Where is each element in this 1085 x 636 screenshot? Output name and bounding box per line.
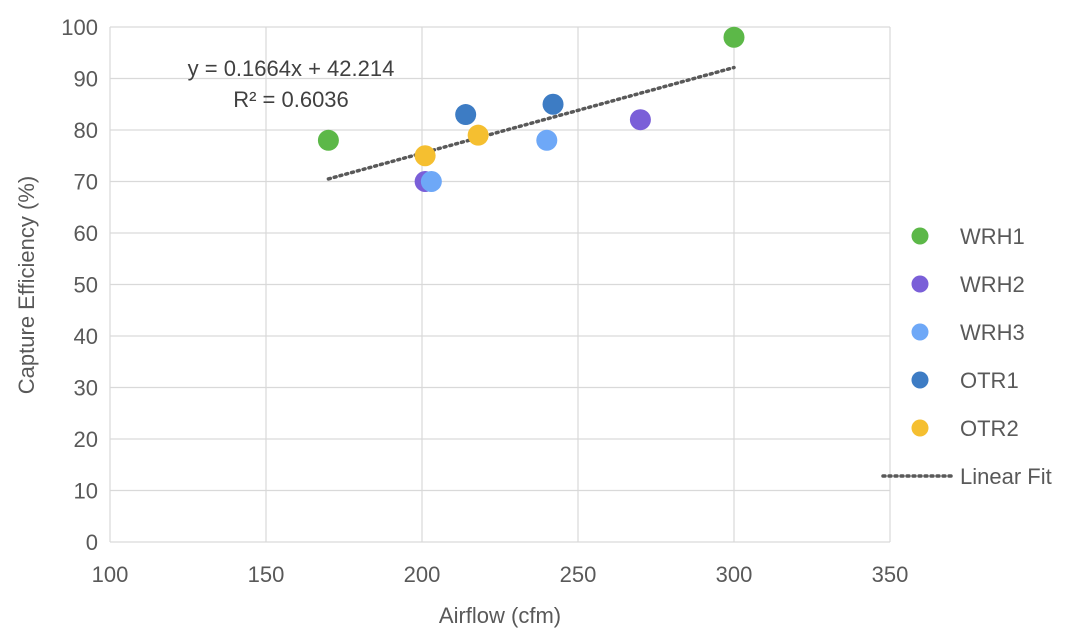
trendline-layer [326, 65, 736, 181]
legend-label-wrh3: WRH3 [960, 320, 1025, 345]
x-tick-label: 150 [248, 562, 285, 587]
data-point-wrh3 [420, 171, 442, 192]
x-tick-label: 200 [404, 562, 441, 587]
legend-marker-otr1 [911, 371, 929, 389]
trendline-equation: y = 0.1664x + 42.214 [188, 56, 395, 81]
x-tick-label: 250 [560, 562, 597, 587]
data-point-otr2 [414, 145, 436, 167]
legend-marker-wrh2 [911, 275, 929, 293]
y-tick-label: 100 [61, 15, 98, 40]
legend-label-otr1: OTR1 [960, 368, 1019, 393]
data-point-otr1 [542, 93, 564, 115]
legend: WRH1 WRH2 WRH3 OTR1 OTR2 Linear Fit [881, 224, 1052, 489]
x-axis-title: Airflow (cfm) [439, 603, 561, 628]
data-point-wrh3 [536, 129, 558, 151]
data-point-wrh1 [723, 26, 745, 48]
y-tick-label: 20 [74, 427, 98, 452]
y-tick-label: 70 [74, 170, 98, 195]
tick-labels: 0 10 20 30 40 50 60 70 80 90 100 100 150 200 250 300 350 [61, 15, 908, 587]
data-points [317, 26, 745, 192]
legend-label-linear-fit: Linear Fit [960, 464, 1052, 489]
y-tick-label: 50 [74, 273, 98, 298]
y-tick-label: 40 [74, 324, 98, 349]
y-tick-label: 80 [74, 118, 98, 143]
y-tick-label: 0 [86, 530, 98, 555]
trendline [326, 65, 736, 181]
legend-marker-wrh1 [911, 227, 929, 245]
legend-label-wrh2: WRH2 [960, 272, 1025, 297]
legend-label-otr2: OTR2 [960, 416, 1019, 441]
data-point-wrh2 [629, 109, 651, 131]
grid-lines [109, 26, 891, 543]
y-tick-label: 90 [74, 67, 98, 92]
x-tick-label: 350 [872, 562, 909, 587]
data-point-otr2 [467, 124, 489, 146]
x-tick-label: 100 [92, 562, 129, 587]
y-tick-label: 60 [74, 221, 98, 246]
data-point-wrh1 [317, 129, 339, 151]
y-axis-title: Capture Efficiency (%) [14, 176, 39, 394]
y-tick-label: 30 [74, 376, 98, 401]
x-tick-label: 300 [716, 562, 753, 587]
legend-marker-wrh3 [911, 323, 929, 341]
data-point-otr1 [455, 104, 477, 126]
y-tick-label: 10 [74, 479, 98, 504]
legend-label-wrh1: WRH1 [960, 224, 1025, 249]
trendline-r-squared: R² = 0.6036 [233, 87, 349, 112]
legend-marker-otr2 [911, 419, 929, 437]
